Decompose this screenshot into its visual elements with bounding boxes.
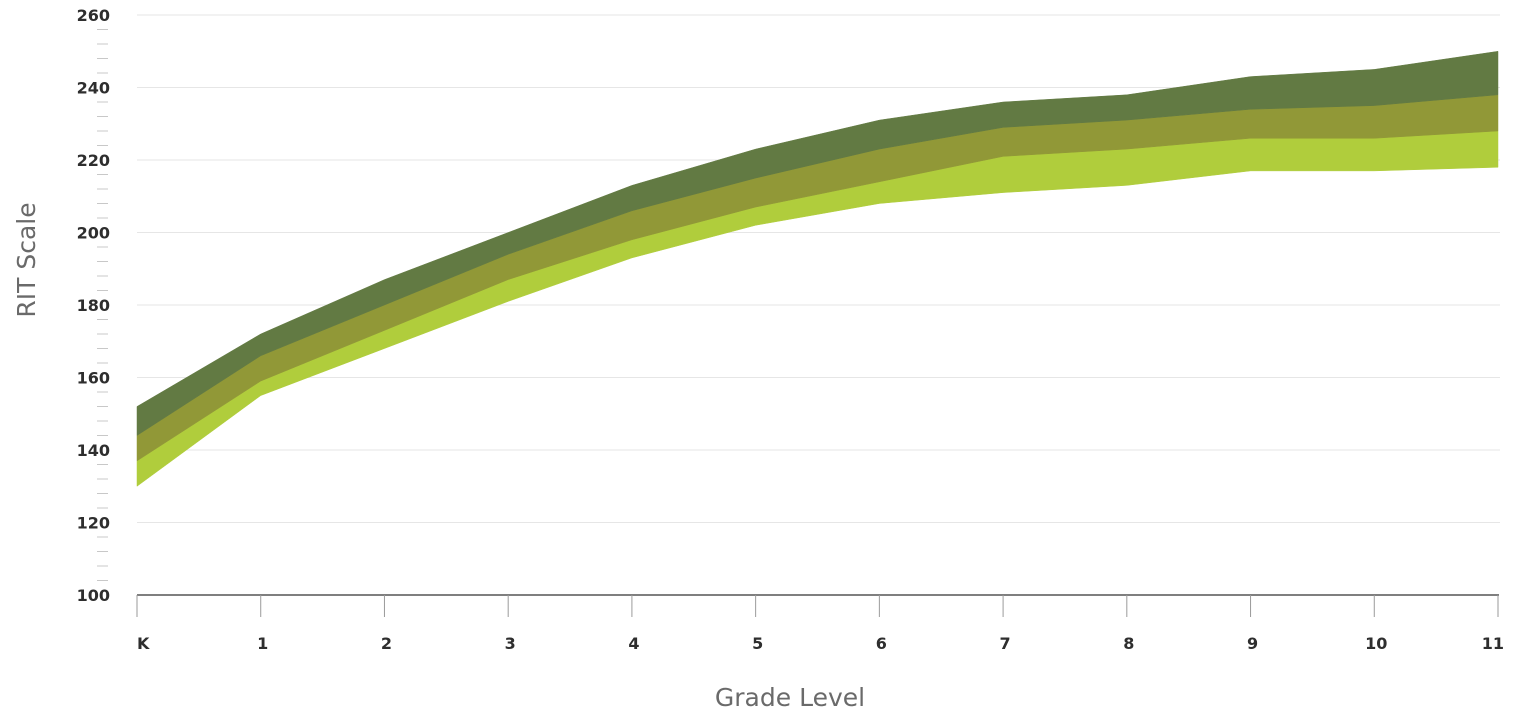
y-tick-label: 100 [77,586,110,605]
tick-labels: 100 120 140 160 180 200 220 240 260 K 1 2 3 4 5 6 7 8 9 10 1… [77,6,1504,653]
x-tick-label: 1 [257,634,268,653]
x-tick-label: 3 [505,634,516,653]
y-axis-title: RIT Scale [12,202,41,317]
x-tick-label: 8 [1123,634,1134,653]
axes [136,594,1499,617]
x-tick-label: 2 [381,634,392,653]
x-tick-label: K [137,634,150,653]
minor-y-ticks [97,29,108,581]
y-tick-label: 240 [77,79,110,98]
y-tick-label: 180 [77,296,110,315]
x-tick-label: 4 [628,634,639,653]
y-tick-label: 260 [77,6,110,25]
y-tick-label: 220 [77,151,110,170]
y-tick-label: 160 [77,369,110,388]
x-tick-label: 5 [752,634,763,653]
y-tick-label: 200 [77,224,110,243]
x-tick-label: 10 [1365,634,1387,653]
y-tick-label: 120 [77,514,110,533]
x-tick-label: 6 [876,634,887,653]
y-tick-label: 140 [77,441,110,460]
x-tick-label: 11 [1482,634,1504,653]
bands [136,51,1499,487]
x-tick-label: 7 [1000,634,1011,653]
x-axis-title: Grade Level [715,683,865,712]
band-area [136,51,1499,436]
x-tick-label: 9 [1247,634,1258,653]
